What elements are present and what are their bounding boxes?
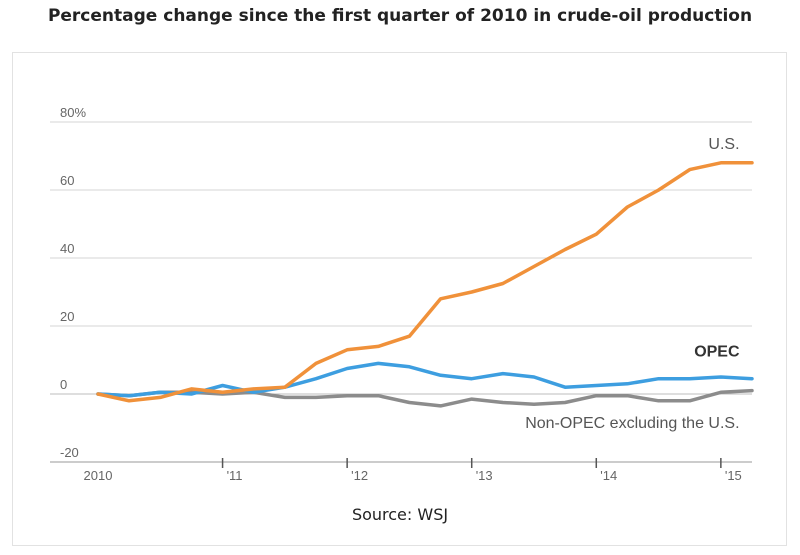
x-tick-label: '12 — [351, 468, 368, 483]
y-tick-label: 20 — [60, 309, 74, 324]
series-label-u-s: U.S. — [708, 136, 739, 153]
y-tick-label: 60 — [60, 173, 74, 188]
chart-title: Percentage change since the first quarte… — [47, 6, 753, 26]
y-tick-label: -20 — [60, 445, 79, 460]
y-tick-label: 80% — [60, 105, 86, 120]
series-label-opec: OPEC — [694, 344, 740, 361]
x-tick-label: 2010 — [84, 468, 113, 483]
source-note: Source: WSJ — [351, 505, 449, 524]
x-tick-label: '11 — [227, 468, 243, 483]
x-axis: 2010 '11 '12 '13 '14 '15 — [50, 458, 752, 483]
x-tick-label: '15 — [725, 468, 742, 483]
series-lines — [96, 161, 754, 408]
series-label-non-opec-excluding-the-u-s: Non-OPEC excluding the U.S. — [525, 415, 739, 432]
series-line-non-opec-excluding-the-u-s — [96, 388, 754, 408]
y-tick-label: 0 — [60, 377, 67, 392]
chart-frame — [12, 52, 787, 546]
y-tick-label: 40 — [60, 241, 74, 256]
y-tick-labels: 80% 60 40 20 0 -20 — [60, 105, 86, 460]
x-tick-label: '14 — [600, 468, 617, 483]
series-labels: U.S. OPEC Non-OPEC excluding the U.S. — [525, 136, 740, 432]
series-line-u-s — [96, 161, 754, 403]
grid-lines — [50, 121, 752, 463]
x-tick-label: '13 — [476, 468, 493, 483]
